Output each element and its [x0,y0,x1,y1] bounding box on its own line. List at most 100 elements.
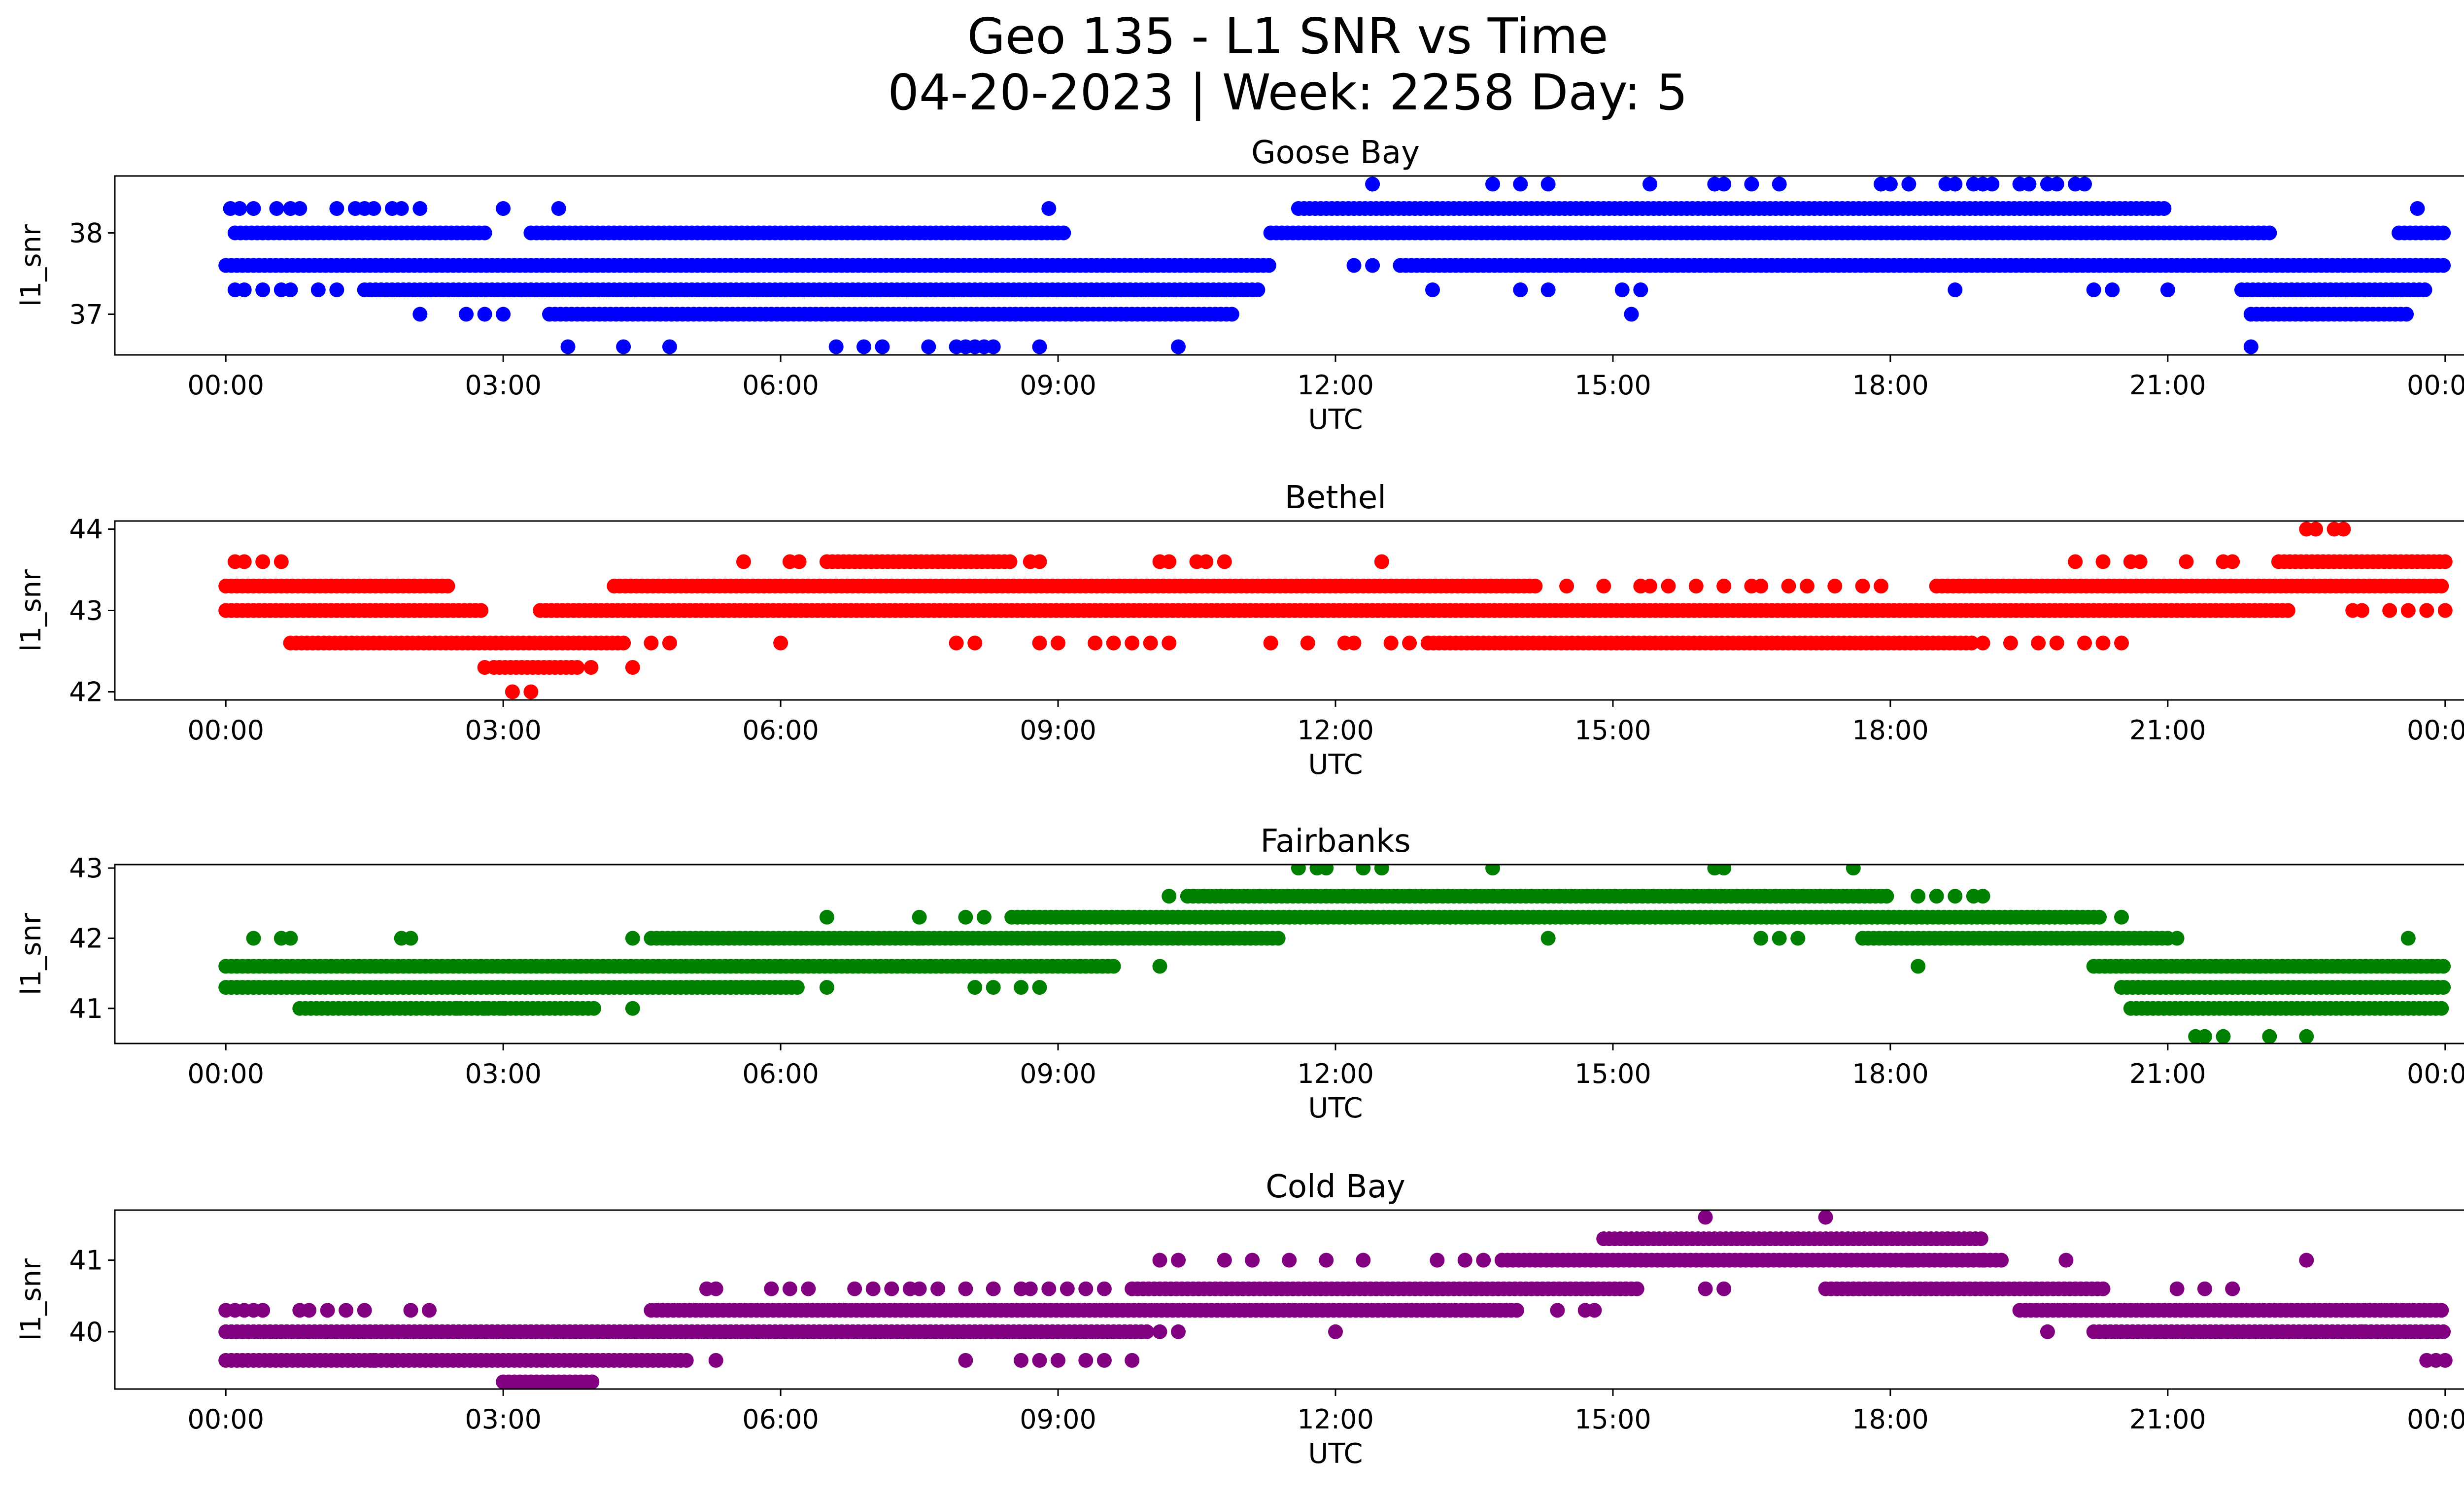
data-point [1217,554,1232,569]
panel-3: Cold Bay 40 41 00:00 03:00 06:00 09:00 12:00 15:… [15,1169,2464,1470]
data-point [1162,889,1177,904]
x-tick-label: 18:00 [1852,1404,1929,1435]
data-point [884,1281,899,1296]
chart-subtitle: 04-20-2023 | Week: 2258 Day: 5 [888,64,1687,121]
data-point [2049,635,2064,651]
data-point [1139,1324,1155,1339]
y-tick-label: 42 [69,677,103,708]
data-point [459,307,474,322]
data-point [376,1001,391,1016]
data-point [967,980,983,995]
x-tick-label: 00:00 [2407,1058,2464,1089]
data-point [477,307,492,322]
data-point [246,931,261,946]
data-point [1143,635,1158,651]
panel-1: Bethel 42 43 44 00:00 03:00 06:00 09:00 12:00 15:… [15,480,2464,781]
data-point [2040,1324,2055,1339]
data-point [2225,1281,2240,1296]
data-point [679,1353,694,1368]
data-point [2160,282,2175,297]
data-point [2280,1324,2295,1339]
data-point [1356,865,1371,876]
data-point [496,307,511,322]
data-point [1716,865,1732,876]
data-point [1948,889,1963,904]
data-point [912,931,927,946]
data-point [958,1281,973,1296]
data-point [496,201,511,216]
data-point [1528,579,1543,593]
x-tick-label: 00:00 [187,1404,264,1435]
x-tick-label: 21:00 [2129,1058,2206,1089]
panel-title: Fairbanks [1260,823,1410,860]
data-points [218,865,2451,1043]
data-point [255,554,271,569]
data-point [2299,1252,2314,1268]
data-point [1744,176,1759,192]
data-point [644,635,659,651]
data-point [2179,554,2194,569]
data-point [921,339,936,354]
data-point [1772,931,1787,946]
data-point [366,201,381,216]
data-point [2156,201,2172,216]
chart-title: Geo 135 - L1 SNR vs Time [967,7,1608,65]
data-point [2262,1029,2277,1043]
data-point [403,1001,418,1016]
data-point [1614,282,1630,297]
data-point [616,635,631,651]
data-point [2436,1324,2451,1339]
data-point [1846,865,1861,876]
data-point [339,1303,354,1318]
data-point [1078,1353,1094,1368]
data-point [1540,176,1556,192]
data-point [496,1001,511,1016]
data-point [1476,1252,1491,1268]
data-point [2399,307,2414,322]
data-point [2434,579,2449,593]
data-point [2225,554,2240,569]
data-point [1550,1303,1565,1318]
data-point [2132,554,2148,569]
y-tick-label: 43 [69,595,103,626]
data-point [1901,176,1916,192]
data-point [1032,635,1047,651]
data-point [1587,1303,1602,1318]
data-point [422,1303,437,1318]
panels: Goose Bay 37 38 00:00 03:00 06:00 09:00 12:00 15… [15,135,2464,1470]
data-point [1800,579,1814,593]
data-point [2308,1324,2324,1339]
data-point [1973,1231,1988,1247]
data-point [1911,959,1926,974]
data-point [2169,931,2185,946]
data-point [986,980,1001,995]
data-point [2437,603,2453,618]
x-tick-label: 03:00 [465,1404,542,1435]
data-point [1559,579,1574,593]
data-point [403,1303,418,1318]
data-point [2095,1281,2111,1296]
data-point [237,554,252,569]
y-tick-label: 38 [69,218,103,249]
data-point [662,635,677,651]
data-point [1975,1252,1990,1268]
data-point [449,1001,465,1016]
y-tick-label: 41 [69,993,103,1024]
x-tick-label: 06:00 [742,1404,819,1435]
y-tick-label: 43 [69,853,103,884]
x-tick-label: 21:00 [2129,370,2206,401]
data-point [1224,307,1239,322]
data-point [477,225,492,241]
data-point [1716,1281,1732,1296]
data-point [2437,1353,2453,1368]
data-point [2077,176,2092,192]
data-point [1171,339,1186,354]
data-point [1002,554,1018,569]
data-point [616,339,631,354]
data-point [1698,1281,1713,1296]
data-point [1078,1281,1094,1296]
data-point [1356,1252,1371,1268]
x-tick-label: 18:00 [1852,715,1929,746]
data-point [2410,201,2425,216]
